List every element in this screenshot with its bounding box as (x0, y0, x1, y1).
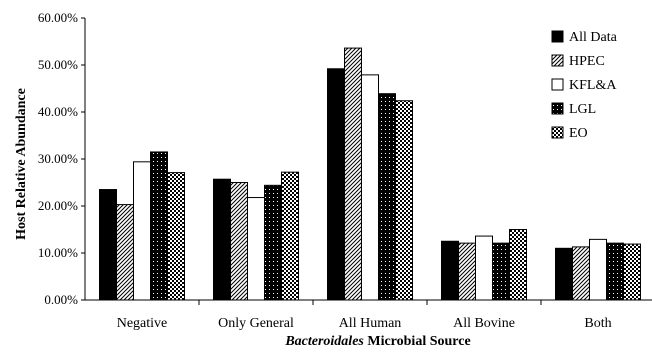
x-tick-label: All Human (339, 316, 402, 331)
x-tick-label: Negative (117, 316, 168, 331)
y-tick-label: 60.00% (38, 10, 78, 25)
bar (99, 189, 117, 301)
y-tick-label: 50.00% (38, 57, 78, 72)
legend: All Data HPEC KFL&A LGL EO (551, 30, 618, 141)
bar (281, 171, 299, 301)
bar (623, 243, 641, 301)
bar (116, 204, 134, 301)
bar (378, 93, 396, 301)
bar (167, 172, 185, 301)
y-tick-label: 10.00% (38, 245, 78, 260)
bar (230, 182, 248, 301)
legend-label: EO (569, 126, 588, 141)
x-axis-title: Bacteroidales Microbial Source (284, 334, 470, 349)
x-axis-title-italic: Bacteroidales (284, 334, 364, 349)
y-tick-label: 30.00% (38, 151, 78, 166)
bar (509, 229, 527, 301)
bar (395, 100, 413, 301)
y-tick-labels: 0.00% 10.00% 20.00% 30.00% 40.00% 50.00% 60.00… (38, 10, 78, 307)
bar (589, 238, 607, 301)
y-tick-label: 0.00% (44, 292, 78, 307)
bar (133, 161, 151, 301)
bar (264, 184, 282, 301)
bar (458, 242, 476, 301)
bar (247, 197, 265, 301)
bar (606, 242, 624, 301)
legend-swatch (551, 102, 564, 115)
bar (555, 247, 573, 301)
legend-swatch (551, 78, 564, 91)
x-tick-label: Only General (218, 316, 294, 331)
legend-swatch (551, 54, 564, 67)
y-tick-label: 40.00% (38, 104, 78, 119)
bar (441, 240, 459, 301)
x-tick-label: Both (584, 316, 611, 331)
legend-swatch (551, 126, 564, 139)
bar (361, 74, 379, 301)
x-axis-title-rest: Microbial Source (364, 334, 471, 349)
legend-swatch (551, 30, 564, 43)
legend-label: KFL&A (569, 78, 617, 93)
x-tick-labels: Negative Only General All Human All Bovine B… (117, 316, 612, 331)
bar (213, 178, 231, 301)
x-tick-label: All Bovine (453, 316, 515, 331)
bar (150, 151, 168, 301)
bar (327, 68, 345, 301)
y-tick-label: 20.00% (38, 198, 78, 213)
bar (572, 246, 590, 301)
legend-label: HPEC (569, 54, 605, 69)
bar (475, 235, 493, 301)
bar (492, 242, 510, 301)
legend-label: LGL (569, 102, 596, 117)
bars (99, 47, 641, 301)
legend-label: All Data (569, 30, 618, 45)
y-axis-title: Host Relative Abundance (14, 88, 29, 240)
bar (344, 47, 362, 301)
